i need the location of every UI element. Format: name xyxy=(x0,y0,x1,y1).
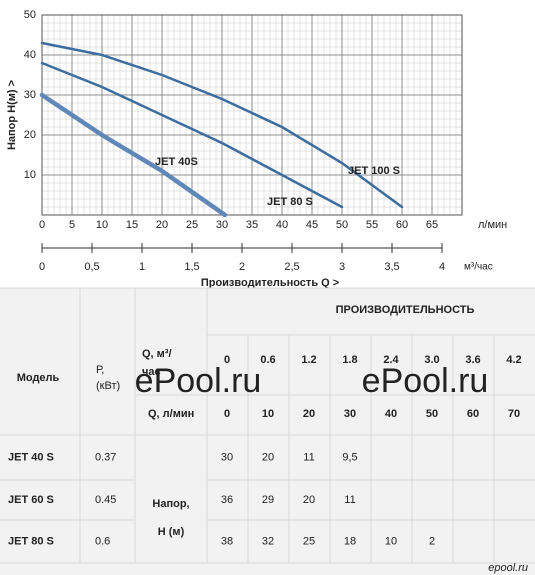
head-value: 11 xyxy=(344,494,355,506)
q-m3-value: 0 xyxy=(224,354,230,366)
q-m3-value: 1.2 xyxy=(301,354,316,366)
q-lmin-value: 0 xyxy=(224,408,230,420)
head-value: 20 xyxy=(262,451,274,463)
y-tick-label: 30 xyxy=(24,89,36,101)
performance-header: ПРОИЗВОДИТЕЛЬНОСТЬ xyxy=(336,304,475,316)
power-header: Р, xyxy=(96,364,104,376)
head-value: 2 xyxy=(429,535,435,547)
x-tick-label: 30 xyxy=(216,219,228,231)
x-tick-label: 45 xyxy=(306,219,318,231)
series-line xyxy=(39,92,228,218)
x-tick-label: 15 xyxy=(126,219,138,231)
head-value: 29 xyxy=(262,494,274,506)
head-value: 25 xyxy=(303,535,315,547)
series-label: JET 100 S xyxy=(348,165,400,177)
head-label: Н (м) xyxy=(158,526,185,538)
head-value: 20 xyxy=(303,494,315,506)
watermark: ePool.ru xyxy=(135,362,262,400)
q-lmin-header: Q, л/мин xyxy=(148,408,194,420)
model-name: JET 40 S xyxy=(8,451,54,463)
x2-tick-label: 3 xyxy=(339,261,345,273)
x2-tick-label: 0 xyxy=(39,261,45,273)
x-tick-label: 0 xyxy=(39,219,45,231)
x-tick-label: 10 xyxy=(96,219,108,231)
q-m3-value: 3.6 xyxy=(465,354,480,366)
series-label: JET 40S xyxy=(155,156,198,168)
power-value: 0.45 xyxy=(95,494,116,506)
x-tick-label: 65 xyxy=(426,219,438,231)
q-lmin-value: 30 xyxy=(344,408,356,420)
head-value: 11 xyxy=(303,451,314,463)
x2-tick-label: 1 xyxy=(139,261,145,273)
power-value: 0.37 xyxy=(95,451,116,463)
q-m3-value: 3.0 xyxy=(424,354,439,366)
logo: epool.ru xyxy=(488,562,528,574)
head-value: 32 xyxy=(262,535,274,547)
x2-unit: м³/час xyxy=(464,262,493,273)
plot-border xyxy=(41,14,463,216)
x-tick-label: 55 xyxy=(366,219,378,231)
head-value: 36 xyxy=(221,494,233,506)
x2-tick-label: 2 xyxy=(239,261,245,273)
table-background xyxy=(0,288,535,575)
series-label: JET 80 S xyxy=(267,196,313,208)
x-axis-title: Производительность Q > xyxy=(201,277,339,289)
q-m3-value: 0.6 xyxy=(260,354,275,366)
y-tick-label: 40 xyxy=(24,49,36,61)
q-lmin-value: 40 xyxy=(385,408,397,420)
series-line xyxy=(40,61,344,209)
x2-tick-label: 4 xyxy=(439,261,445,273)
x-unit: л/мин xyxy=(478,219,507,231)
x2-tick-label: 1,5 xyxy=(184,261,199,273)
q-m3-value: 4.2 xyxy=(506,354,521,366)
q-lmin-value: 70 xyxy=(508,408,520,420)
model-name: JET 60 S xyxy=(8,494,54,506)
y-tick-label: 10 xyxy=(24,169,36,181)
q-lmin-value: 60 xyxy=(467,408,479,420)
x-tick-label: 5 xyxy=(69,219,75,231)
y-tick-label: 20 xyxy=(24,129,36,141)
q-lmin-value: 50 xyxy=(426,408,438,420)
x2-tick-label: 2,5 xyxy=(284,261,299,273)
head-label: Напор, xyxy=(152,498,189,510)
q-lmin-value: 20 xyxy=(303,408,315,420)
q-m3-header: час xyxy=(142,366,161,378)
q-m3-value: 1.8 xyxy=(342,354,357,366)
power-header: (кВт) xyxy=(96,380,120,392)
head-value: 30 xyxy=(221,451,233,463)
x-tick-label: 20 xyxy=(156,219,168,231)
q-m3-header: Q, м³/ xyxy=(142,348,172,360)
y-tick-label: 50 xyxy=(24,9,36,21)
head-value: 38 xyxy=(221,535,233,547)
q-m3-value: 2.4 xyxy=(383,354,399,366)
x2-tick-label: 3,5 xyxy=(384,261,399,273)
x-tick-label: 35 xyxy=(246,219,258,231)
power-value: 0.6 xyxy=(95,535,110,547)
x-tick-label: 50 xyxy=(336,219,348,231)
y-axis-title: Напор Н(м) > xyxy=(6,80,18,150)
model-header: Модель xyxy=(17,372,60,384)
head-value: 18 xyxy=(344,535,356,547)
q-lmin-value: 10 xyxy=(262,408,274,420)
head-value: 10 xyxy=(385,535,397,547)
x2-tick-label: 0,5 xyxy=(84,261,99,273)
model-name: JET 80 S xyxy=(8,535,54,547)
series-line xyxy=(40,41,404,209)
head-value: 9,5 xyxy=(342,451,357,463)
x-tick-label: 25 xyxy=(186,219,198,231)
x-tick-label: 60 xyxy=(396,219,408,231)
watermark: ePool.ru xyxy=(362,362,489,400)
x-tick-label: 40 xyxy=(276,219,288,231)
